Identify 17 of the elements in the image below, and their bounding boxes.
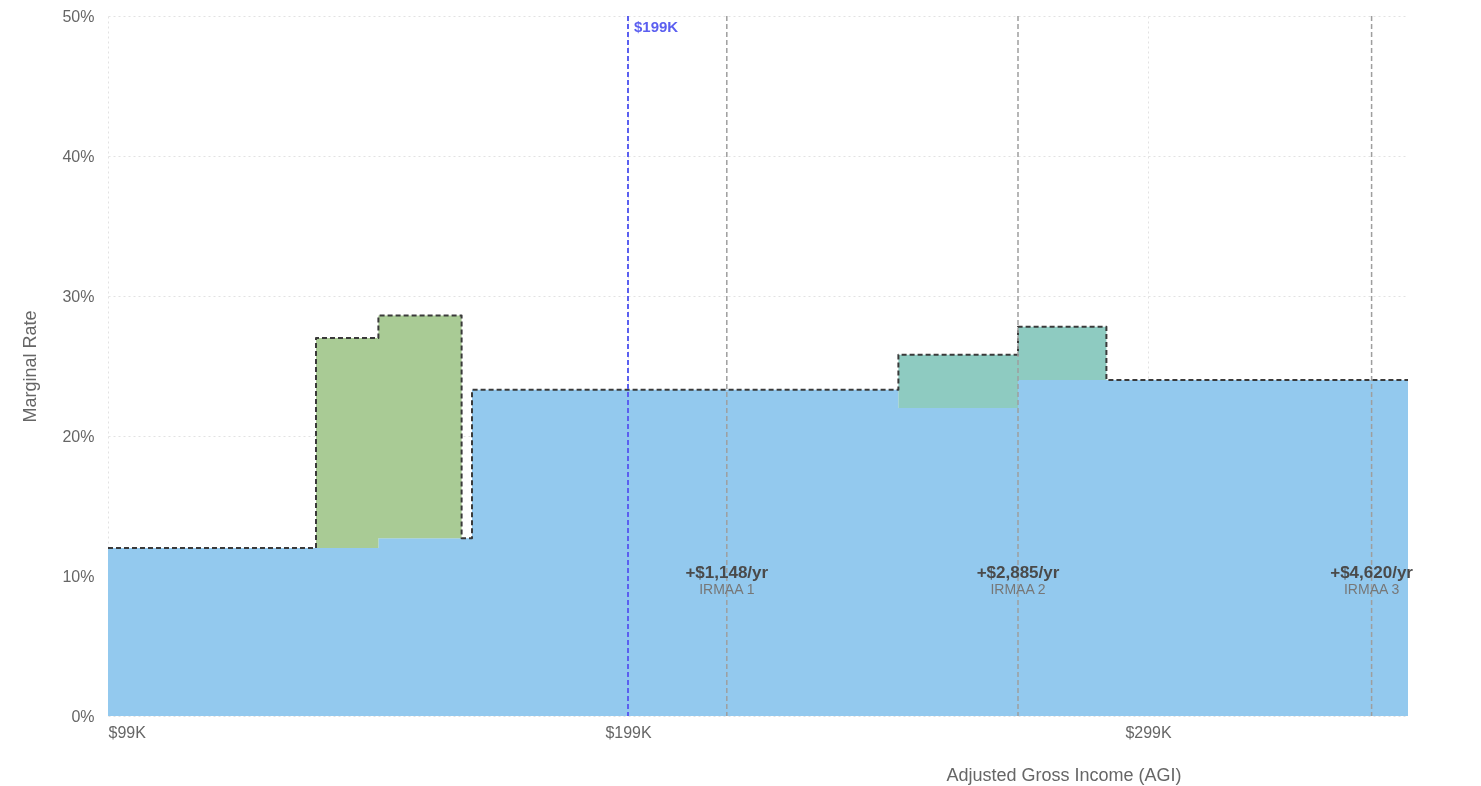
y-tick-label: 10% bbox=[62, 567, 95, 585]
annotation: IRMAA 3 bbox=[1343, 581, 1400, 597]
x-tick-label: $199K bbox=[605, 723, 652, 741]
annotation: +$2,885/yr bbox=[976, 563, 1060, 583]
annotation: IRMAA 1 bbox=[699, 581, 755, 597]
y-axis-title: Marginal Rate bbox=[20, 310, 41, 423]
ref-line-label: $199K bbox=[634, 18, 679, 35]
y-tick-label: 40% bbox=[62, 147, 95, 165]
y-tick-label: 0% bbox=[71, 707, 95, 725]
y-tick-label: 20% bbox=[62, 427, 95, 445]
y-tick-label: 30% bbox=[62, 287, 95, 305]
y-tick-label: 50% bbox=[62, 7, 95, 25]
x-axis-title: Adjusted Gross Income (AGI) bbox=[946, 764, 1182, 785]
x-tick-label: $299K bbox=[1125, 723, 1172, 741]
annotation: +$1,148/yr bbox=[685, 563, 769, 583]
annotation: IRMAA 2 bbox=[990, 581, 1046, 597]
x-tick-label: $99K bbox=[108, 723, 147, 741]
